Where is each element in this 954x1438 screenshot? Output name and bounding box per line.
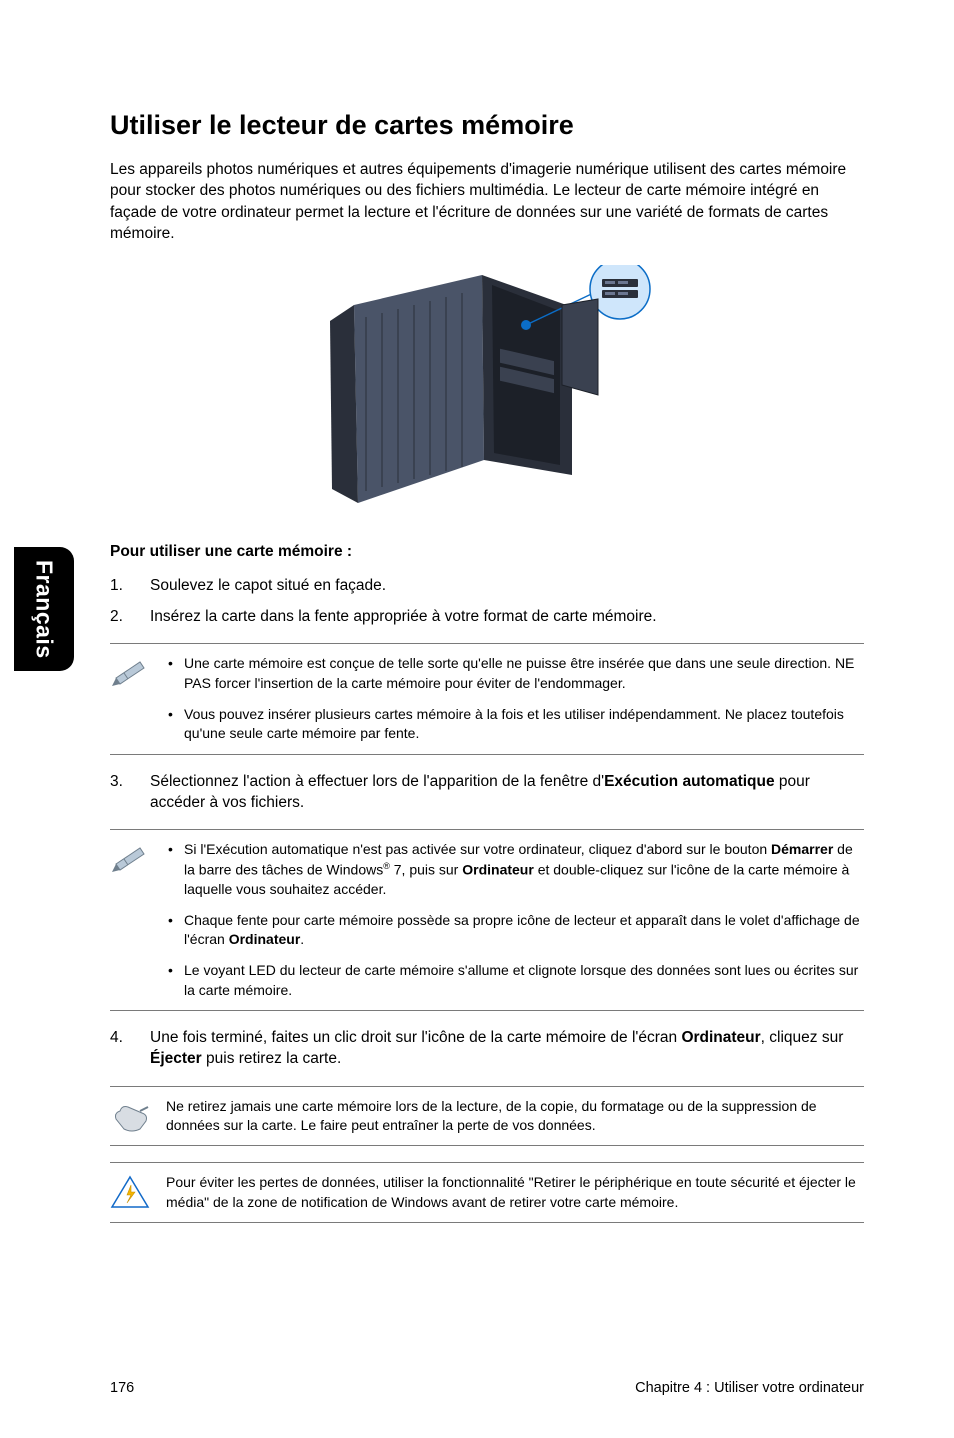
note2-list: Si l'Exécution automatique n'est pas act… — [166, 840, 864, 1000]
pencil-icon — [110, 654, 166, 743]
page-content: Utiliser le lecteur de cartes mémoire Le… — [0, 0, 954, 1438]
page-footer: 176 Chapitre 4 : Utiliser votre ordinate… — [110, 1380, 864, 1396]
note-item: Le voyant LED du lecteur de carte mémoir… — [166, 961, 864, 1000]
note-box-3: Ne retirez jamais une carte mémoire lors… — [110, 1086, 864, 1147]
note-box-1: Une carte mémoire est conçue de telle so… — [110, 643, 864, 754]
note-item: Si l'Exécution automatique n'est pas act… — [166, 840, 864, 899]
note3-text: Ne retirez jamais une carte mémoire lors… — [166, 1097, 864, 1136]
step-text: Sélectionnez l'action à effectuer lors d… — [150, 771, 864, 814]
illustration-wrapper — [110, 265, 864, 515]
warning-icon — [110, 1173, 166, 1212]
note-item: Vous pouvez insérer plusieurs cartes mém… — [166, 705, 864, 744]
step-text: Insérez la carte dans la fente approprié… — [150, 606, 864, 627]
procedure-heading: Pour utiliser une carte mémoire : — [110, 543, 864, 561]
note1-list: Une carte mémoire est conçue de telle so… — [166, 654, 864, 743]
step-text: Une fois terminé, faites un clic droit s… — [150, 1027, 864, 1070]
step-number: 3. — [110, 771, 150, 814]
page-number: 176 — [110, 1380, 134, 1396]
step-number: 1. — [110, 575, 150, 596]
step-item: 4.Une fois terminé, faites un clic droit… — [110, 1027, 864, 1070]
pencil-icon — [110, 840, 166, 1000]
pc-tower-illustration — [302, 265, 672, 515]
intro-paragraph: Les appareils photos numériques et autre… — [110, 159, 864, 245]
hand-icon — [110, 1097, 166, 1136]
note-box-2: Si l'Exécution automatique n'est pas act… — [110, 829, 864, 1011]
step-number: 4. — [110, 1027, 150, 1070]
note-item: Une carte mémoire est conçue de telle so… — [166, 654, 864, 693]
step-item: 3.Sélectionnez l'action à effectuer lors… — [110, 771, 864, 814]
step-item: 2.Insérez la carte dans la fente appropr… — [110, 606, 864, 627]
step-text: Soulevez le capot situé en façade. — [150, 575, 864, 596]
note4-text: Pour éviter les pertes de données, utili… — [166, 1173, 864, 1212]
page-title: Utiliser le lecteur de cartes mémoire — [110, 110, 864, 141]
note-item: Chaque fente pour carte mémoire possède … — [166, 911, 864, 950]
note-box-4: Pour éviter les pertes de données, utili… — [110, 1162, 864, 1223]
step-item: 1.Soulevez le capot situé en façade. — [110, 575, 864, 596]
step-number: 2. — [110, 606, 150, 627]
chapter-label: Chapitre 4 : Utiliser votre ordinateur — [635, 1380, 864, 1396]
